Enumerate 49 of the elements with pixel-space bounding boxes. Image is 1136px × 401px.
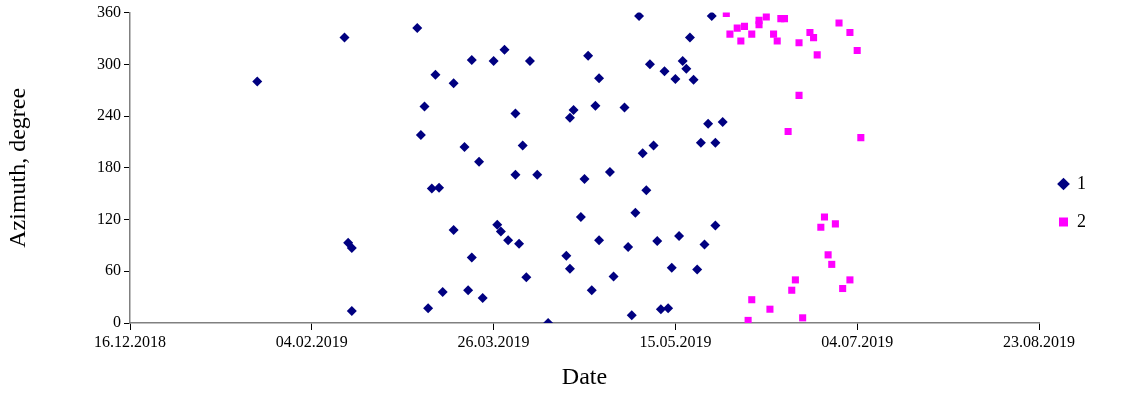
y-tick-label: 360 bbox=[97, 2, 121, 20]
y-axis-title: Azimuth, degree bbox=[3, 87, 30, 248]
point bbox=[780, 15, 789, 23]
point bbox=[770, 30, 778, 38]
point bbox=[810, 34, 818, 42]
legend-label: 1 bbox=[1077, 172, 1086, 193]
point bbox=[773, 37, 781, 45]
x-tick-label: 23.08.2019 bbox=[1003, 332, 1075, 350]
point bbox=[824, 251, 832, 259]
y-tick-label: 0 bbox=[113, 313, 121, 331]
point bbox=[817, 223, 825, 231]
point bbox=[795, 39, 803, 47]
point bbox=[846, 276, 854, 284]
point bbox=[740, 22, 749, 30]
x-tick-label: 26.03.2019 bbox=[457, 332, 530, 350]
point bbox=[813, 51, 821, 59]
point bbox=[791, 276, 799, 284]
point bbox=[835, 19, 843, 27]
y-tick-label: 240 bbox=[97, 106, 121, 124]
point bbox=[846, 28, 854, 36]
y-tick-label: 60 bbox=[105, 261, 121, 279]
point bbox=[744, 316, 752, 323]
legend-label: 2 bbox=[1077, 210, 1086, 231]
point bbox=[831, 220, 839, 228]
point bbox=[839, 284, 847, 293]
point bbox=[795, 91, 803, 99]
point bbox=[857, 134, 865, 142]
point bbox=[726, 30, 734, 38]
point bbox=[748, 30, 756, 38]
point bbox=[788, 286, 796, 294]
point bbox=[737, 37, 745, 45]
y-tick-label: 120 bbox=[97, 209, 121, 227]
point bbox=[755, 21, 763, 29]
x-tick-label: 04.02.2019 bbox=[275, 332, 348, 350]
point bbox=[799, 314, 807, 322]
point bbox=[853, 47, 861, 55]
point bbox=[733, 24, 741, 32]
x-tick-label: 04.07.2019 bbox=[821, 332, 894, 350]
point bbox=[828, 260, 836, 268]
point bbox=[762, 13, 770, 21]
y-tick-label: 180 bbox=[97, 158, 121, 175]
point bbox=[766, 305, 774, 313]
x-tick-label: 15.05.2019 bbox=[639, 332, 712, 350]
point bbox=[784, 128, 792, 136]
x-tick-label: 16.12.2018 bbox=[94, 332, 166, 350]
point bbox=[748, 296, 756, 304]
point bbox=[820, 213, 829, 221]
x-axis-title: Date bbox=[561, 362, 608, 389]
y-tick-label: 300 bbox=[97, 54, 121, 72]
